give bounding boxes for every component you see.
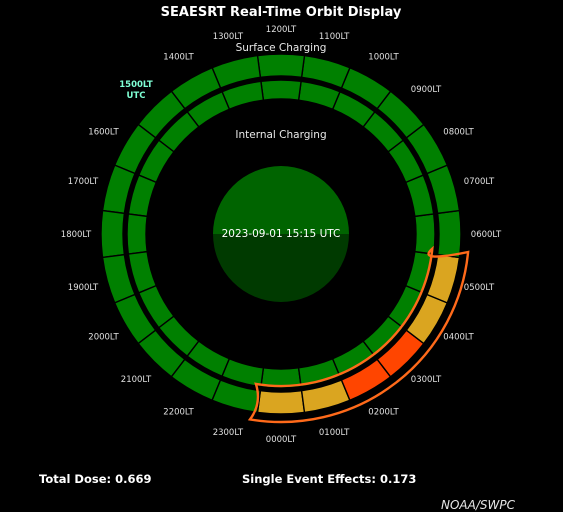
internal-segment-0600LT	[414, 213, 436, 255]
internal-segment-0100LT	[297, 357, 341, 388]
internal-segment-1400LT	[186, 90, 231, 128]
surface-segment-1200LT	[256, 53, 306, 79]
hour-label-1000LT: 1000LT	[368, 53, 399, 63]
internal-segment-0200LT	[331, 340, 376, 378]
surface-segment-1600LT	[113, 123, 157, 175]
hour-label-2100LT: 2100LT	[121, 375, 152, 385]
hour-label-0800LT: 0800LT	[443, 128, 474, 138]
internal-segment-0500LT	[404, 250, 435, 294]
hour-label-0100LT: 0100LT	[319, 428, 350, 438]
total-dose-readout: Total Dose: 0.669	[39, 472, 152, 486]
surface-segment-0000LT	[256, 389, 306, 415]
internal-segment-1000LT	[331, 90, 376, 128]
hour-label-0200LT: 0200LT	[368, 408, 399, 418]
internal-segment-0300LT	[362, 315, 405, 358]
center-disc-lower	[213, 234, 349, 302]
surface-segment-0500LT	[426, 253, 461, 304]
surface-segment-0400LT	[405, 293, 449, 345]
chart-title: SEAESRT Real-Time Orbit Display	[161, 5, 402, 20]
hour-label-1900LT: 1900LT	[68, 283, 99, 293]
hour-label-0400LT: 0400LT	[443, 333, 474, 343]
internal-charging-ring	[126, 79, 436, 389]
surface-segment-2300LT	[211, 379, 262, 414]
hour-label-1100LT: 1100LT	[319, 32, 350, 42]
internal-segment-1800LT	[126, 213, 148, 255]
internal-segment-1700LT	[127, 174, 158, 218]
internal-segment-2100LT	[157, 315, 200, 358]
hour-label-0000LT: 0000LT	[266, 435, 297, 445]
surface-charging-ring	[100, 53, 462, 415]
hour-label-1200LT: 1200LT	[266, 25, 297, 35]
surface-segment-1100LT	[300, 54, 351, 89]
hour-label-0500LT: 0500LT	[464, 283, 495, 293]
current-utc-text: UTC	[127, 91, 146, 101]
hour-label-0600LT: 0600LT	[471, 230, 502, 240]
surface-segment-0900LT	[376, 90, 425, 139]
hour-label-1700LT: 1700LT	[68, 177, 99, 187]
local-time-labels: 0000LT 0100LT 0200LT 0300LT 0400LT 0500LT 0600…	[61, 25, 502, 445]
center-timestamp: 2023-09-01 15:15 UTC	[222, 228, 341, 240]
internal-segment-1600LT	[137, 139, 175, 184]
hour-label-1800LT: 1800LT	[61, 230, 92, 240]
internal-segment-1900LT	[127, 250, 158, 294]
hour-label-1300LT: 1300LT	[213, 32, 244, 42]
surface-segment-1300LT	[211, 54, 262, 89]
warning-highlight-outline	[247, 245, 470, 424]
surface-segment-1900LT	[101, 253, 136, 304]
surface-segment-2100LT	[137, 329, 186, 378]
internal-segment-1300LT	[221, 80, 265, 111]
current-time-label: 1500LT UTC	[119, 80, 153, 101]
current-hour-text: 1500LT	[119, 80, 153, 90]
surface-segment-1700LT	[101, 164, 136, 215]
surface-segment-2000LT	[113, 293, 157, 345]
internal-segment-2200LT	[186, 340, 231, 378]
center-disc-upper	[213, 166, 349, 234]
surface-segment-0600LT	[436, 209, 462, 259]
internal-segment-1100LT	[297, 80, 341, 111]
surface-segment-0300LT	[376, 329, 425, 378]
surface-charging-label: Surface Charging	[236, 42, 327, 54]
internal-charging-label: Internal Charging	[235, 129, 326, 141]
surface-segment-0800LT	[405, 123, 449, 175]
single-event-effects-readout: Single Event Effects: 0.173	[242, 472, 417, 486]
surface-segment-1400LT	[170, 66, 222, 110]
surface-segment-1500LT	[137, 90, 186, 139]
internal-segment-0800LT	[387, 139, 425, 184]
noaa-swpc-credit: NOAA/SWPC	[441, 498, 515, 512]
hour-label-2000LT: 2000LT	[88, 333, 119, 343]
hour-label-0300LT: 0300LT	[411, 375, 442, 385]
center-disc	[213, 166, 349, 302]
hour-label-2200LT: 2200LT	[163, 408, 194, 418]
internal-segment-1500LT	[157, 110, 200, 153]
hour-label-0900LT: 0900LT	[411, 85, 442, 95]
internal-segment-2000LT	[137, 284, 175, 329]
internal-segment-1200LT	[260, 79, 302, 101]
surface-segment-2200LT	[170, 358, 222, 402]
surface-segment-0700LT	[426, 164, 461, 215]
hour-label-2300LT: 2300LT	[213, 428, 244, 438]
internal-segment-0400LT	[387, 284, 425, 329]
surface-segment-1000LT	[340, 66, 392, 110]
surface-segment-0100LT	[300, 379, 351, 414]
hour-label-0700LT: 0700LT	[464, 177, 495, 187]
hour-label-1600LT: 1600LT	[88, 128, 119, 138]
internal-segment-0700LT	[404, 174, 435, 218]
internal-segment-2300LT	[221, 357, 265, 388]
surface-segment-0200LT	[340, 358, 392, 402]
surface-segment-1800LT	[100, 209, 126, 259]
hour-label-1400LT: 1400LT	[163, 53, 194, 63]
internal-segment-0900LT	[362, 110, 405, 153]
